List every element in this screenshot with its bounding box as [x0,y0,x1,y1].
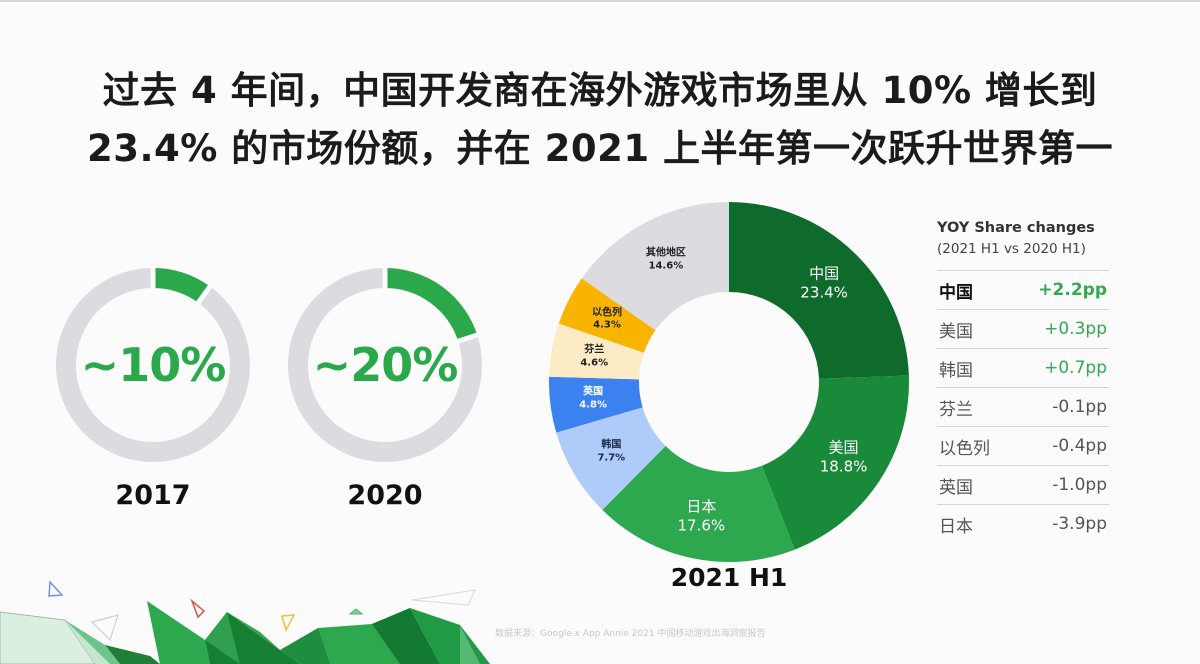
donut-label-china: 中国 23.4% [800,265,848,303]
slice-name: 芬兰 [584,344,605,356]
donut-caption: 2021 H1 [670,563,788,592]
yoy-country: 中国 [939,282,973,303]
ring-2020-value: ~20% [312,338,459,392]
yoy-row-korea: 韩国 +0.7pp [937,349,1109,388]
yoy-row-japan: 日本 -3.9pp [937,505,1109,543]
donut-slice-korea [556,407,666,510]
slice-value: 14.6% [648,260,684,272]
donut-slice-china [729,202,909,379]
ring-2017-graphic [56,267,250,462]
slice-value: 4.3% [593,319,621,331]
donut-label-uk: 英国 4.8% [579,387,607,412]
yoy-share-changes-table: YOY Share changes (2021 H1 vs 2020 H1) 中… [937,218,1109,543]
donut-label-israel: 以色列 4.3% [592,307,622,332]
ring-chart-2020: ~20% [287,267,483,463]
donut-label-korea: 韩国 7.7% [597,440,625,465]
slice-value: 18.8% [819,457,868,476]
slice-name: 日本 [686,497,717,516]
yoy-country: 美国 [939,321,973,342]
donut-label-finland: 芬兰 4.6% [580,345,608,370]
source-note: 数据来源：Google x App Annie 2021 中国移动游戏出海洞察报… [495,629,766,639]
year-label-2017: 2017 [115,480,191,511]
yoy-row-uk: 英国 -1.0pp [937,466,1109,505]
yoy-country: 韩国 [939,360,973,381]
yoy-change: -0.1pp [1052,397,1107,417]
donut-chart-2021-h1: 中国 23.4% 美国 18.8% 日本 17.6% 韩国 7.7% 英国 4.8% 芬兰 4.6% 以… [549,202,909,562]
yoy-row-israel: 以色列 -0.4pp [937,427,1109,466]
yoy-country: 英国 [939,477,973,498]
ring-chart-2017: ~10% [55,267,251,463]
donut-label-japan: 日本 17.6% [678,497,726,535]
title-line-1: 过去 4 年间，中国开发商在海外游戏市场里从 10% 增长到 [102,69,1098,112]
yoy-change: +2.2pp [1038,280,1107,300]
yoy-change: -0.4pp [1052,436,1107,456]
yoy-change: +0.3pp [1044,319,1107,339]
year-label-2020: 2020 [347,480,423,511]
yoy-country: 芬兰 [939,399,973,420]
slice-value: 17.6% [677,516,726,535]
yoy-heading: YOY Share changes [937,220,1095,236]
donut-slice-israel [558,278,656,353]
decorative-polygon-background [0,580,490,664]
donut-label-others: 其他地区 14.6% [646,248,686,273]
slice-name: 中国 [809,264,840,283]
yoy-change: -3.9pp [1052,514,1107,534]
yoy-country: 日本 [939,516,973,537]
page-title: 过去 4 年间，中国开发商在海外游戏市场里从 10% 增长到 23.4% 的市场… [0,62,1200,178]
yoy-row-china: 中国 +2.2pp [937,271,1109,310]
slice-name: 其他地区 [645,247,686,259]
outline-triangle-icon [90,614,119,642]
ring-2017-value: ~10% [80,338,227,392]
top-border [0,0,1200,2]
slice-value: 4.6% [580,357,609,369]
outline-triangle-icon [48,580,64,597]
donut-graphic [549,202,909,562]
slice-name: 韩国 [601,439,622,451]
yoy-country: 以色列 [939,438,990,459]
donut-slice-japan [602,445,795,562]
slice-name: 英国 [583,386,604,398]
ring-2020-graphic [288,267,482,462]
slice-name: 以色列 [591,307,622,319]
yoy-change: -1.0pp [1052,475,1107,495]
yoy-rows: 中国 +2.2pp 美国 +0.3pp 韩国 +0.7pp 芬兰 -0.1pp … [937,270,1109,543]
yoy-row-usa: 美国 +0.3pp [937,310,1109,349]
slice-value: 4.8% [579,399,607,411]
slice-value: 7.7% [597,452,626,464]
donut-slice-others [581,202,729,331]
slice-name: 美国 [828,438,859,457]
donut-label-usa: 美国 18.8% [820,438,868,476]
outline-triangle-icon [281,614,296,632]
yoy-row-finland: 芬兰 -0.1pp [937,388,1109,427]
outline-triangle-icon [411,589,476,606]
donut-slice-uk [549,376,643,433]
outline-triangle-icon [190,598,206,619]
yoy-change: +0.7pp [1044,358,1107,378]
donut-slice-usa [761,375,909,550]
yoy-subheading: (2021 H1 vs 2020 H1) [937,241,1086,257]
outline-triangle-icon [348,608,364,615]
slice-value: 23.4% [800,283,848,302]
donut-slice-finland [549,323,644,380]
title-line-2: 23.4% 的市场份额，并在 2021 上半年第一次跃升世界第一 [87,127,1113,170]
